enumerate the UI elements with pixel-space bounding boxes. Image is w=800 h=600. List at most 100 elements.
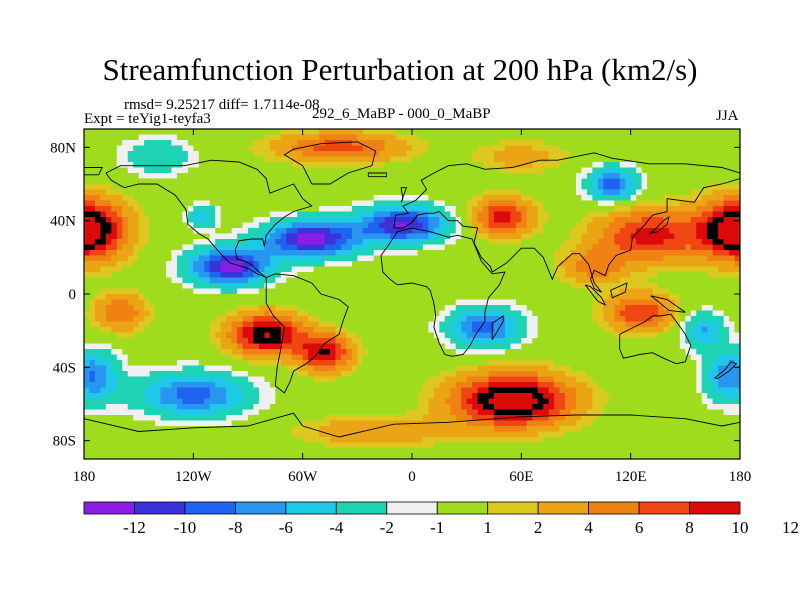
field-cell bbox=[461, 250, 468, 257]
field-cell bbox=[248, 327, 255, 334]
field-cell bbox=[373, 167, 380, 174]
field-cell bbox=[269, 178, 276, 185]
field-cell bbox=[149, 156, 156, 163]
field-cell bbox=[494, 200, 501, 207]
field-cell bbox=[625, 261, 632, 268]
field-cell bbox=[559, 129, 566, 136]
field-cell bbox=[226, 332, 233, 339]
field-cell bbox=[439, 151, 446, 158]
field-cell bbox=[658, 151, 665, 158]
field-cell bbox=[155, 261, 162, 268]
field-cell bbox=[488, 310, 495, 317]
field-cell bbox=[707, 151, 714, 158]
field-cell bbox=[510, 266, 517, 273]
field-cell bbox=[346, 338, 353, 345]
field-cell bbox=[444, 195, 451, 202]
field-cell bbox=[89, 283, 96, 290]
field-cell bbox=[204, 294, 211, 301]
field-cell bbox=[433, 129, 440, 136]
field-cell bbox=[477, 134, 484, 141]
field-cell bbox=[94, 151, 101, 158]
field-cell bbox=[417, 195, 424, 202]
field-cell bbox=[84, 162, 91, 169]
field-cell bbox=[592, 184, 599, 191]
field-cell bbox=[269, 294, 276, 301]
field-cell bbox=[608, 244, 615, 251]
field-cell bbox=[647, 140, 654, 147]
field-cell bbox=[390, 305, 397, 312]
field-cell bbox=[597, 167, 604, 174]
field-cell bbox=[297, 244, 304, 251]
field-cell bbox=[122, 261, 129, 268]
field-cell bbox=[291, 343, 298, 350]
field-cell bbox=[444, 305, 451, 312]
field-cell bbox=[597, 332, 604, 339]
field-cell bbox=[308, 349, 315, 356]
field-cell bbox=[483, 134, 490, 141]
field-cell bbox=[313, 129, 320, 136]
field-cell bbox=[395, 332, 402, 339]
field-cell bbox=[603, 206, 610, 213]
field-cell bbox=[658, 184, 665, 191]
field-cell bbox=[718, 145, 725, 152]
field-cell bbox=[308, 266, 315, 273]
field-cell bbox=[395, 151, 402, 158]
field-cell bbox=[187, 255, 194, 262]
field-cell bbox=[357, 189, 364, 196]
field-cell bbox=[461, 327, 468, 334]
field-cell bbox=[149, 206, 156, 213]
field-cell bbox=[499, 195, 506, 202]
field-cell bbox=[237, 217, 244, 224]
field-cell bbox=[215, 294, 222, 301]
field-cell bbox=[198, 184, 205, 191]
field-cell bbox=[390, 189, 397, 196]
field-cell bbox=[483, 156, 490, 163]
field-cell bbox=[477, 129, 484, 136]
field-cell bbox=[412, 195, 419, 202]
field-cell bbox=[619, 239, 626, 246]
field-cell bbox=[450, 145, 457, 152]
field-cell bbox=[401, 200, 408, 207]
field-cell bbox=[138, 321, 145, 328]
field-cell bbox=[362, 305, 369, 312]
field-cell bbox=[472, 134, 479, 141]
field-cell bbox=[526, 255, 533, 262]
field-cell bbox=[554, 321, 561, 328]
field-cell bbox=[330, 294, 337, 301]
field-cell bbox=[734, 200, 740, 207]
field-cell bbox=[160, 349, 167, 356]
field-cell bbox=[461, 162, 468, 169]
field-cell bbox=[384, 217, 391, 224]
field-cell bbox=[84, 206, 91, 213]
field-cell bbox=[280, 332, 287, 339]
field-cell bbox=[647, 321, 654, 328]
field-cell bbox=[586, 217, 593, 224]
field-cell bbox=[111, 305, 118, 312]
field-cell bbox=[658, 261, 665, 268]
field-cell bbox=[548, 299, 555, 306]
field-cell bbox=[297, 294, 304, 301]
field-cell bbox=[160, 134, 167, 141]
field-cell bbox=[674, 173, 681, 180]
field-cell bbox=[335, 145, 342, 152]
field-cell bbox=[384, 349, 391, 356]
field-cell bbox=[668, 211, 675, 218]
field-cell bbox=[679, 195, 686, 202]
field-cell bbox=[472, 151, 479, 158]
field-cell bbox=[176, 178, 183, 185]
field-cell bbox=[204, 332, 211, 339]
field-cell bbox=[439, 178, 446, 185]
field-cell bbox=[198, 200, 205, 207]
field-cell bbox=[532, 349, 539, 356]
field-cell bbox=[100, 151, 107, 158]
field-cell bbox=[335, 283, 342, 290]
field-cell bbox=[586, 200, 593, 207]
field-cell bbox=[335, 228, 342, 235]
field-cell bbox=[603, 167, 610, 174]
field-cell bbox=[351, 217, 358, 224]
field-cell bbox=[253, 239, 260, 246]
field-cell bbox=[220, 184, 227, 191]
field-cell bbox=[291, 266, 298, 273]
field-cell bbox=[718, 305, 725, 312]
field-cell bbox=[712, 228, 719, 235]
